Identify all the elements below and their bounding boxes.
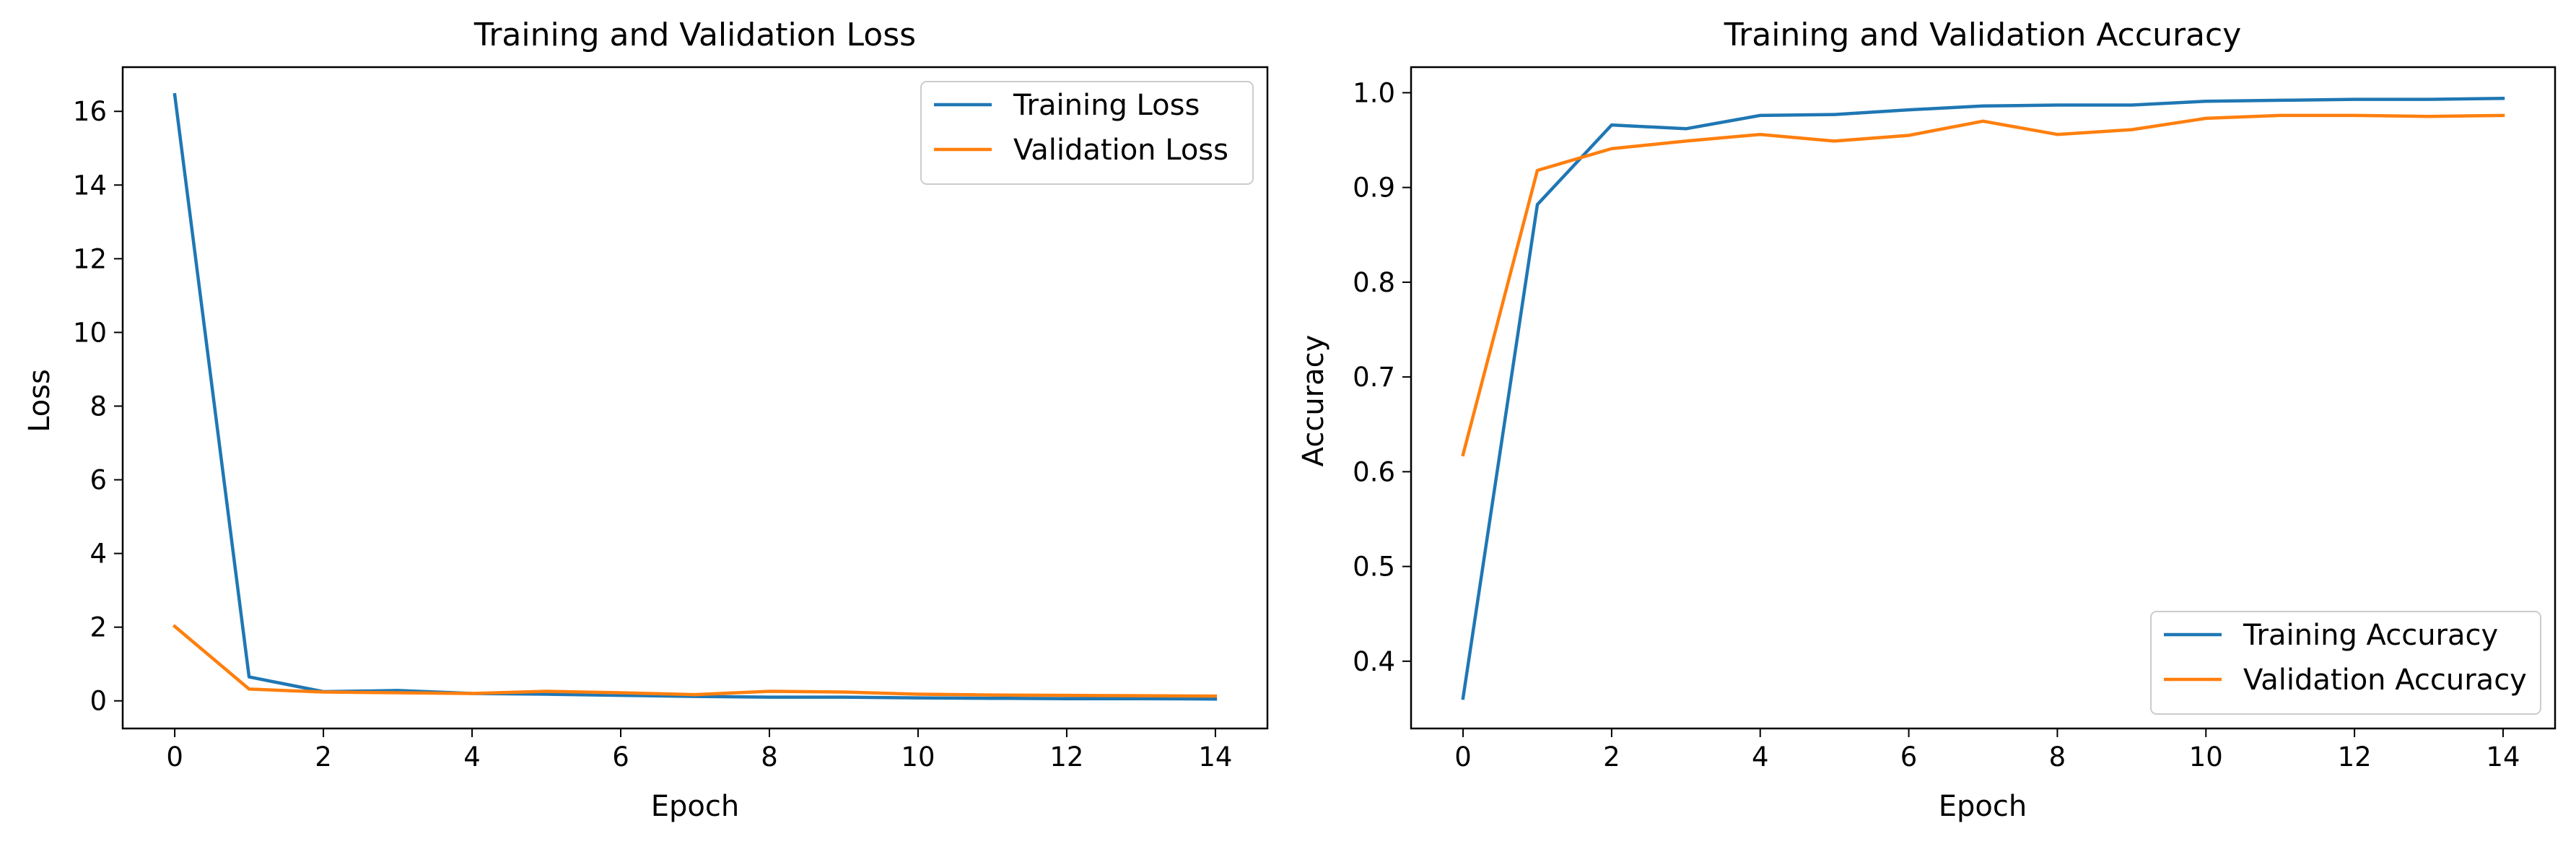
loss-x-tick-label: 6 [612,741,629,773]
loss-y-tick-label: 12 [73,243,107,274]
loss-legend-box [920,81,1254,185]
loss-chart: Training and Validation Loss 0 2 4 6 8 10 12 14… [23,17,1269,823]
loss-y-tick-label: 14 [73,170,107,201]
accuracy-y-tick-label: 0.7 [1353,362,1395,393]
accuracy-series-line-2 [1461,113,2505,457]
loss-y-tick-label: 6 [89,465,107,496]
accuracy-y-axis-label: Accuracy [1297,335,1330,467]
accuracy-y-tick-label: 0.8 [1353,267,1395,298]
loss-x-tick-label: 14 [1198,741,1232,773]
accuracy-x-tick-label: 4 [1752,741,1769,773]
accuracy-legend-label-2: Validation Accuracy [2243,664,2527,697]
loss-y-tick-label: 2 [89,612,107,643]
loss-legend-label-2: Validation Loss [1013,134,1228,167]
loss-legend-label-1: Training Loss [1013,89,1200,122]
loss-x-tick-label: 12 [1049,741,1083,773]
loss-x-axis-label: Epoch [651,790,739,823]
accuracy-y-tick-label: 0.4 [1353,646,1395,677]
accuracy-x-tick-label: 0 [1454,741,1472,773]
loss-y-tick-label: 10 [73,317,107,348]
loss-y-tick-label: 8 [89,391,107,422]
accuracy-x-axis-label: Epoch [1939,790,2027,823]
accuracy-axes-frame [1410,66,2557,730]
accuracy-y-tick-label: 0.9 [1353,173,1395,204]
loss-legend: Training Loss Validation Loss [920,81,1254,185]
accuracy-y-tick-label: 1.0 [1353,77,1395,108]
accuracy-legend-box [2150,611,2541,715]
accuracy-plot-area: 0 2 4 6 8 10 12 14 0.4 0.5 0.6 0.7 0.8 0.9 1.0 Training… [1353,66,2557,773]
loss-y-tick-label: 4 [89,539,107,570]
loss-y-axis-label: Loss [23,369,56,432]
accuracy-x-tick-label: 12 [2338,741,2372,773]
loss-chart-title: Training and Validation Loss [473,17,916,53]
loss-y-tick-label: 16 [73,96,107,127]
loss-series-line-2 [172,624,1218,698]
loss-x-tick-label: 2 [315,741,332,773]
loss-x-tick-label: 0 [166,741,183,773]
accuracy-y-tick-label: 0.5 [1353,552,1395,583]
accuracy-legend-label-1: Training Accuracy [2243,619,2498,652]
loss-axes-frame [121,66,1269,730]
accuracy-x-tick-label: 10 [2189,741,2223,773]
accuracy-series-line-1 [1461,97,2505,700]
loss-x-tick-label: 10 [901,741,935,773]
accuracy-x-tick-label: 8 [2049,741,2066,773]
accuracy-x-tick-label: 6 [1900,741,1918,773]
accuracy-x-tick-label: 2 [1603,741,1620,773]
loss-plot-area: 0 2 4 6 8 10 12 14 0 2 4 6 8 10 12 14 16 Training Loss Val… [73,66,1269,773]
accuracy-x-tick-label: 14 [2486,741,2520,773]
accuracy-chart: Training and Validation Accuracy 0 2 4 6 8 10… [1297,17,2557,823]
loss-x-tick-label: 4 [463,741,481,773]
loss-x-tick-label: 8 [761,741,778,773]
accuracy-y-tick-label: 0.6 [1353,456,1395,487]
accuracy-chart-title: Training and Validation Accuracy [1724,17,2242,53]
accuracy-legend: Training Accuracy Validation Accuracy [2150,611,2541,715]
loss-y-tick-label: 0 [89,686,107,717]
